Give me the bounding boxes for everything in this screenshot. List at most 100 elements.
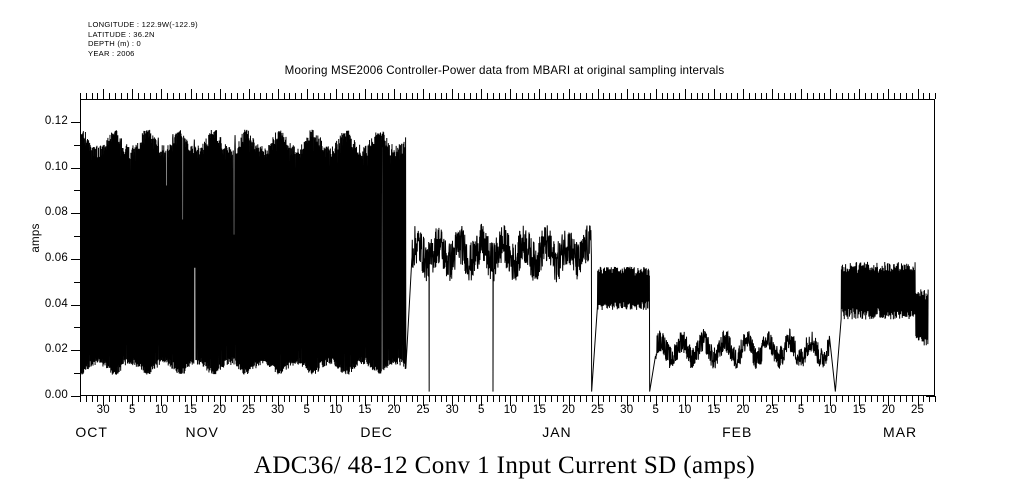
x-tick	[481, 396, 483, 406]
x-tick-top	[760, 93, 762, 99]
x-tick-top	[237, 93, 239, 99]
metadata-block: LONGITUDE : 122.9W(-122.9) LATITUDE : 36…	[88, 20, 198, 58]
x-tick-top	[667, 93, 669, 99]
x-tick	[679, 396, 681, 402]
x-tick-top	[295, 93, 297, 99]
x-tick	[469, 396, 471, 402]
y-tick	[71, 121, 80, 123]
x-tick-top	[719, 93, 721, 99]
x-tick	[510, 396, 512, 406]
metadata-depth: DEPTH (m) : 0	[88, 39, 142, 49]
x-tick	[103, 396, 105, 406]
x-tick-label: 20	[561, 404, 576, 416]
x-tick-top	[324, 93, 326, 99]
x-tick	[673, 396, 675, 402]
x-tick	[708, 396, 710, 402]
x-tick	[85, 396, 87, 402]
x-tick-label: 20	[736, 404, 750, 416]
x-tick-top	[586, 93, 588, 99]
y-tick	[74, 373, 80, 375]
x-tick	[324, 396, 326, 402]
x-tick	[807, 396, 809, 402]
x-tick	[207, 396, 209, 402]
x-tick	[597, 396, 599, 406]
x-tick	[504, 396, 506, 402]
x-tick	[568, 396, 570, 406]
x-tick-top	[923, 93, 925, 99]
x-tick	[917, 396, 919, 406]
x-tick	[388, 396, 390, 402]
x-tick	[149, 396, 151, 402]
x-tick-top	[533, 93, 535, 99]
x-tick	[586, 396, 588, 402]
x-tick	[132, 396, 134, 406]
x-tick	[847, 396, 849, 402]
x-tick-label: 20	[881, 404, 896, 416]
x-tick	[359, 396, 361, 402]
x-tick	[777, 396, 779, 402]
x-tick	[492, 396, 494, 402]
x-tick-top	[219, 89, 221, 99]
x-tick-label: 25	[765, 404, 779, 416]
x-tick-top	[661, 93, 663, 99]
x-tick-top	[743, 89, 745, 99]
x-tick-top	[434, 93, 436, 99]
series-path	[81, 130, 928, 392]
x-tick	[818, 396, 820, 402]
x-tick	[900, 396, 902, 402]
x-tick-top	[830, 89, 832, 99]
x-tick-top	[423, 89, 425, 99]
x-tick	[667, 396, 669, 402]
x-tick	[923, 396, 925, 402]
x-tick	[306, 396, 308, 406]
x-tick-top	[167, 93, 169, 99]
x-tick-top	[679, 93, 681, 99]
x-tick	[260, 396, 262, 402]
x-tick	[335, 396, 337, 406]
x-tick	[126, 396, 128, 402]
x-tick-label: 20	[387, 404, 401, 416]
x-tick-top	[254, 93, 256, 99]
y-tick-label: 0.08	[44, 206, 68, 219]
x-tick	[702, 396, 704, 402]
x-tick-top	[754, 93, 756, 99]
x-tick-label: 30	[445, 404, 459, 416]
x-tick	[190, 396, 192, 406]
x-tick-top	[812, 93, 814, 99]
x-tick-top	[306, 89, 308, 99]
x-tick-top	[905, 93, 907, 99]
x-tick-top	[853, 93, 855, 99]
x-tick-label: 15	[358, 404, 372, 416]
x-tick-top	[847, 93, 849, 99]
x-tick-top	[91, 93, 93, 99]
x-tick	[138, 396, 140, 402]
x-tick	[620, 396, 622, 402]
x-tick	[894, 396, 896, 402]
x-tick	[341, 396, 343, 402]
y-tick	[74, 281, 80, 283]
x-tick-label: 10	[823, 404, 837, 416]
x-tick	[80, 396, 81, 402]
x-tick-label: 5	[652, 404, 660, 416]
x-tick	[434, 396, 436, 402]
x-tick-top	[132, 89, 134, 99]
x-tick-top	[481, 89, 483, 99]
x-tick	[487, 396, 489, 402]
x-tick	[143, 396, 145, 402]
x-tick-label: 5	[303, 404, 311, 416]
x-tick-label: 10	[503, 404, 517, 416]
x-tick	[766, 396, 768, 402]
x-tick-top	[341, 93, 343, 99]
x-tick-top	[394, 89, 396, 99]
x-tick-label: 15	[532, 404, 547, 416]
x-tick-top	[388, 93, 390, 99]
x-tick	[405, 396, 407, 402]
x-tick	[638, 396, 640, 402]
x-tick-top	[777, 93, 779, 99]
x-tick	[283, 396, 285, 402]
x-tick	[271, 396, 273, 402]
x-tick	[312, 396, 314, 402]
x-tick-top	[929, 93, 931, 99]
x-tick-top	[277, 89, 279, 99]
x-tick-top	[225, 93, 227, 99]
